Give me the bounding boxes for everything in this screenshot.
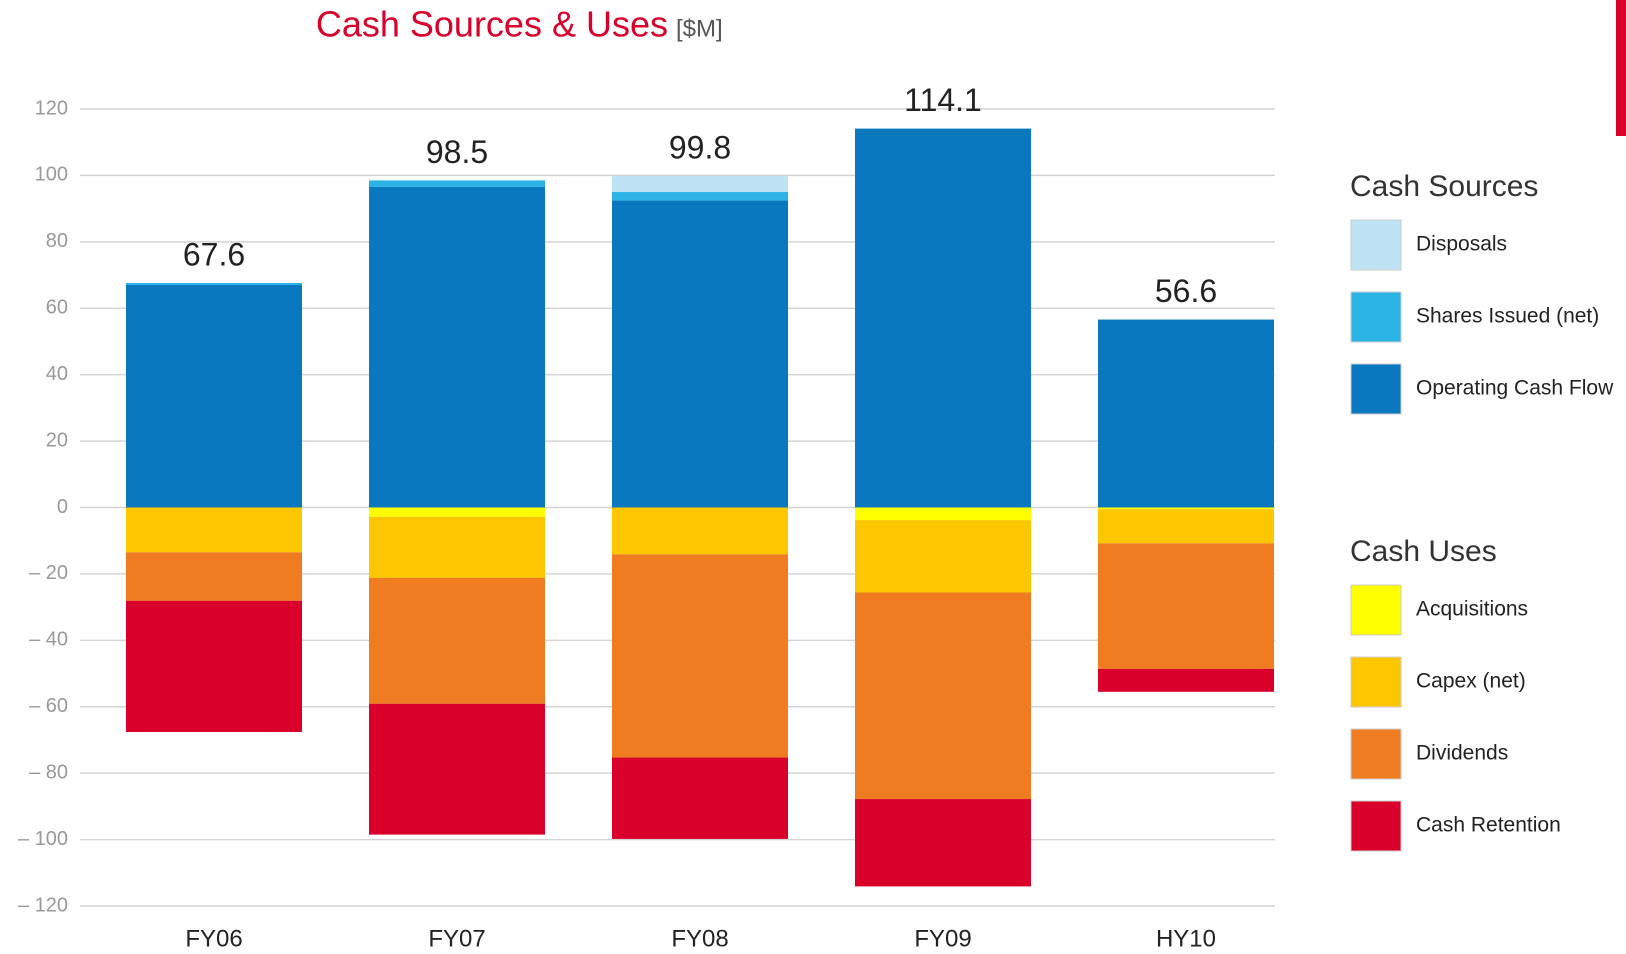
- x-tick-label: FY06: [185, 925, 242, 952]
- chart-units: [$M]: [676, 15, 723, 42]
- legend-swatch: [1350, 728, 1402, 780]
- legend-label: Disposals: [1416, 233, 1507, 256]
- y-tick-label: 80: [46, 230, 68, 252]
- y-tick-label: 40: [46, 363, 68, 385]
- legend-label: Acquisitions: [1416, 598, 1528, 621]
- bar-segment: [369, 703, 545, 835]
- legend-swatch: [1350, 656, 1402, 708]
- y-tick-label: – 120: [18, 894, 68, 916]
- bar-segment: [369, 577, 545, 704]
- bar-segment: [1098, 319, 1274, 508]
- legend-swatch: [1350, 363, 1402, 415]
- x-tick-label: HY10: [1156, 925, 1216, 952]
- bar-segment: [126, 283, 302, 286]
- y-tick-label: 120: [35, 97, 68, 119]
- legend-swatch: [1350, 584, 1402, 636]
- bar-segment: [126, 285, 302, 508]
- y-tick-label: – 40: [29, 629, 68, 651]
- legend-swatch: [1350, 219, 1402, 271]
- legend-label: Cash Retention: [1416, 814, 1561, 837]
- legend-swatch: [1350, 291, 1402, 343]
- bar-segment: [1098, 668, 1274, 692]
- bar-segment: [855, 507, 1031, 521]
- legend-label: Operating Cash Flow: [1416, 377, 1614, 400]
- bar-segment: [612, 192, 788, 201]
- total-label: 98.5: [426, 134, 488, 170]
- total-label: 114.1: [904, 82, 982, 118]
- bar-segment: [126, 552, 302, 601]
- legend-label: Shares Issued (net): [1416, 305, 1599, 328]
- legend-label: Dividends: [1416, 742, 1508, 765]
- bar-segment: [855, 128, 1031, 508]
- chart-title: Cash Sources & Uses: [316, 4, 668, 45]
- y-tick-label: – 80: [29, 761, 68, 783]
- legend-swatch: [1350, 800, 1402, 852]
- y-tick-label: 100: [35, 164, 68, 186]
- bar-segment: [612, 176, 788, 193]
- total-label: 67.6: [183, 236, 245, 272]
- legend-heading: Cash Sources: [1350, 170, 1538, 203]
- accent-bar: [1616, 0, 1626, 136]
- bar-segment: [369, 180, 545, 187]
- y-tick-label: 60: [46, 297, 68, 319]
- x-tick-label: FY08: [671, 925, 728, 952]
- total-label: 99.8: [669, 130, 731, 166]
- bar-segment: [855, 799, 1031, 887]
- bar-segment: [855, 592, 1031, 800]
- legend-label: Capex (net): [1416, 670, 1526, 693]
- x-tick-label: FY07: [428, 925, 485, 952]
- bar-segment: [369, 516, 545, 578]
- bar-segment: [612, 507, 788, 555]
- bar-segment: [369, 507, 545, 517]
- x-tick-label: FY09: [914, 925, 971, 952]
- bar-segment: [612, 200, 788, 508]
- bar-segment: [1098, 509, 1274, 544]
- y-tick-label: 20: [46, 429, 68, 451]
- y-tick-label: – 60: [29, 695, 68, 717]
- bar-segment: [1098, 507, 1274, 510]
- legend-heading: Cash Uses: [1350, 535, 1497, 568]
- bar-segment: [612, 757, 788, 839]
- bar-segment: [126, 507, 302, 553]
- y-tick-label: – 100: [18, 828, 68, 850]
- bar-segment: [855, 520, 1031, 593]
- total-label: 56.6: [1155, 273, 1217, 309]
- bar-segment: [126, 600, 302, 732]
- bar-segment: [1098, 543, 1274, 669]
- bar-segment: [612, 554, 788, 758]
- bar-segment: [369, 186, 545, 508]
- y-tick-label: 0: [57, 496, 68, 518]
- y-tick-label: – 20: [29, 562, 68, 584]
